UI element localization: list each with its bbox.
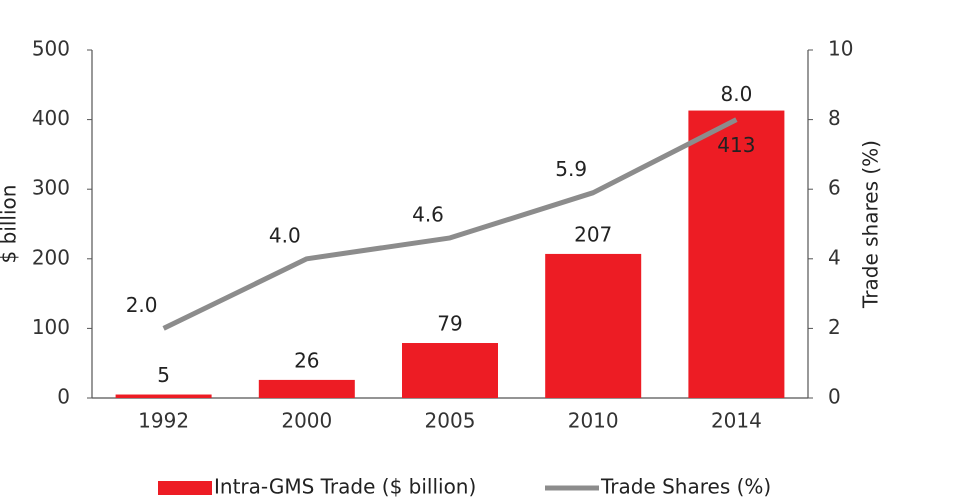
- y-tick-label: 100: [32, 315, 70, 339]
- bar-value-label: 413: [717, 133, 755, 157]
- bar: [115, 394, 212, 398]
- line-value-label: 8.0: [720, 82, 752, 106]
- y2-tick-label: 6: [828, 176, 841, 200]
- line-value-label: 4.6: [412, 202, 444, 226]
- y-tick-label: 400: [32, 106, 70, 130]
- line-value-label: 5.9: [555, 157, 587, 181]
- line-value-label: 4.0: [269, 223, 301, 247]
- legend-label: Trade Shares (%): [600, 475, 771, 498]
- bar: [688, 110, 785, 398]
- x-tick-label: 2005: [425, 409, 476, 433]
- bar-value-label: 5: [157, 363, 170, 387]
- legend-label: Intra-GMS Trade ($ billion): [214, 475, 476, 498]
- y2-axis-label: Trade shares (%): [859, 140, 883, 309]
- y-axis-label: $ billion: [0, 185, 21, 264]
- legend-swatch: [158, 481, 212, 495]
- y-tick-label: 300: [32, 176, 70, 200]
- y-tick-label: 200: [32, 245, 70, 269]
- y-tick-label: 500: [32, 37, 70, 61]
- x-tick-label: 2000: [281, 409, 332, 433]
- y-tick-label: 0: [57, 385, 70, 409]
- line-value-label: 2.0: [126, 293, 158, 317]
- y2-tick-label: 10: [828, 37, 853, 61]
- x-tick-label: 2010: [568, 409, 619, 433]
- y2-tick-label: 8: [828, 106, 841, 130]
- bar: [258, 379, 355, 398]
- y2-tick-label: 0: [828, 385, 841, 409]
- x-tick-label: 1992: [138, 409, 189, 433]
- line: [162, 117, 738, 331]
- bar-value-label: 26: [294, 348, 319, 372]
- bar-value-label: 79: [437, 312, 462, 336]
- bar-value-label: 207: [574, 222, 612, 246]
- y2-tick-label: 4: [828, 245, 841, 269]
- bar: [545, 253, 642, 398]
- y2-tick-label: 2: [828, 315, 841, 339]
- bar: [402, 343, 498, 398]
- x-tick-label: 2014: [711, 409, 762, 433]
